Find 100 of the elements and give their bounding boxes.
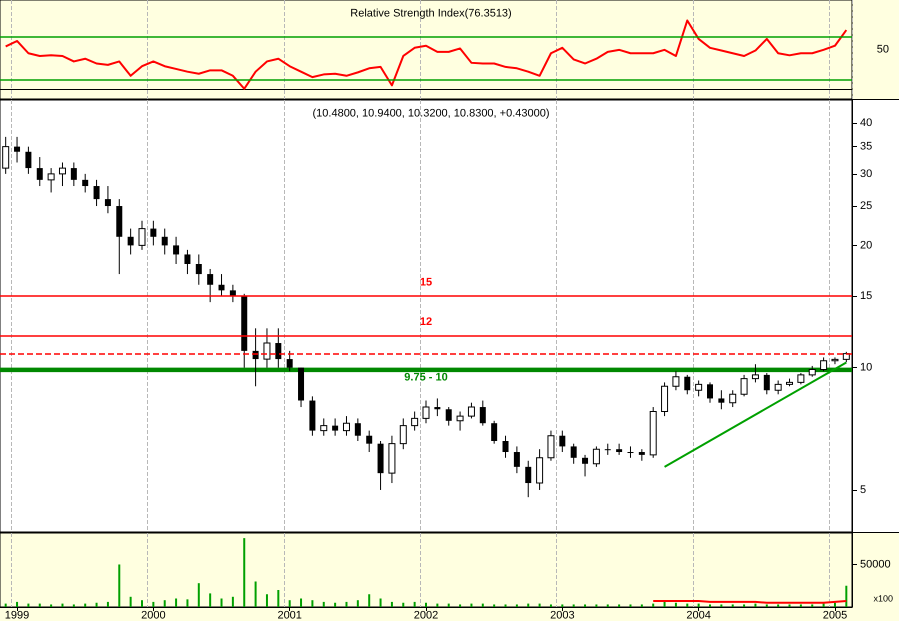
- bar: [414, 602, 416, 607]
- candlestick: [94, 179, 100, 207]
- bar: [425, 602, 427, 607]
- candlestick: [173, 236, 180, 264]
- bar: [640, 604, 643, 607]
- bar: [254, 581, 257, 607]
- bar: [390, 602, 393, 607]
- bar: [777, 604, 780, 607]
- bar: [754, 604, 756, 607]
- candlestick: [752, 364, 759, 383]
- bar: [106, 602, 109, 607]
- bar: [300, 598, 302, 607]
- candlestick: [740, 374, 748, 397]
- candlestick: [48, 168, 55, 193]
- x-tick-label: 2002: [414, 610, 438, 621]
- candlestick: [638, 448, 645, 462]
- candlestick: [480, 400, 486, 426]
- bar: [584, 604, 586, 607]
- candlestick: [491, 420, 498, 444]
- candlestick: [207, 268, 214, 303]
- candlestick: [196, 254, 202, 286]
- bar: [84, 604, 86, 607]
- bar: [220, 598, 223, 607]
- bar: [141, 600, 143, 607]
- candlestick: [411, 411, 418, 432]
- candlestick: [342, 416, 350, 436]
- bar: [504, 604, 507, 607]
- candlestick: [434, 398, 440, 417]
- candlestick: [468, 402, 475, 419]
- bar: [16, 602, 18, 607]
- ref-line-label: 12: [420, 316, 432, 328]
- bar: [209, 593, 212, 607]
- candlestick: [58, 162, 66, 187]
- y-tick-label: 15: [860, 290, 872, 302]
- bar: [732, 604, 734, 607]
- bar: [674, 602, 677, 607]
- bar: [698, 604, 700, 607]
- bar: [709, 604, 711, 607]
- bar: [595, 604, 598, 607]
- candlestick: [70, 162, 77, 187]
- candlestick: [672, 370, 680, 391]
- candlestick: [456, 411, 464, 432]
- bar: [61, 604, 64, 607]
- candlestick: [150, 220, 156, 246]
- bar: [459, 604, 462, 607]
- text: 50: [876, 44, 890, 56]
- x-tick-label: 2003: [550, 610, 575, 621]
- bar: [186, 599, 188, 607]
- bar: [118, 564, 120, 607]
- bar: [606, 604, 609, 607]
- x-tick-label: 2000: [141, 610, 166, 621]
- bar: [618, 604, 620, 607]
- candlestick: [547, 430, 554, 462]
- candlestick: [684, 374, 690, 395]
- bar: [766, 604, 768, 607]
- bar: [743, 604, 746, 607]
- band-label: 9.75 - 10: [404, 372, 448, 384]
- bar: [345, 602, 348, 607]
- candlestick: [695, 380, 702, 397]
- bar: [243, 538, 246, 607]
- bar: [322, 602, 325, 607]
- bar: [130, 596, 132, 607]
- candlestick: [627, 446, 634, 458]
- bar: [96, 602, 98, 607]
- y-tick-label: 10: [860, 362, 872, 374]
- bar: [572, 604, 575, 607]
- candlestick: [332, 418, 338, 436]
- candlestick: [582, 454, 588, 477]
- candlestick: [366, 430, 372, 453]
- bar: [152, 602, 154, 607]
- bar: [788, 604, 791, 607]
- candlestick: [162, 228, 168, 255]
- bar: [402, 602, 404, 607]
- candlestick: [446, 406, 452, 426]
- candlestick: [592, 446, 600, 468]
- bar: [436, 604, 438, 607]
- candlestick: [128, 228, 134, 255]
- candlestick: [729, 390, 736, 408]
- candlestick: [184, 249, 190, 275]
- y-tick-label: 25: [860, 200, 872, 212]
- candlestick: [82, 173, 88, 193]
- bar: [288, 600, 291, 607]
- bar: [538, 604, 541, 607]
- candlestick: [808, 365, 816, 378]
- candlestick: [820, 356, 828, 372]
- y-tick-label: 40: [860, 117, 872, 130]
- x-tick-label: 2001: [277, 610, 302, 621]
- bar: [266, 594, 268, 607]
- candlestick: [36, 156, 43, 187]
- text: (10.4800, 10.9400, 10.3200, 10.8300, +0.43000): [312, 108, 550, 120]
- bar: [72, 604, 75, 607]
- candlestick: [797, 372, 804, 385]
- candlestick: [422, 400, 430, 424]
- y-tick-label: 50000: [860, 558, 891, 570]
- bar: [198, 583, 200, 607]
- candlestick: [514, 446, 520, 474]
- bar: [470, 604, 472, 607]
- bar: [368, 594, 370, 607]
- bar: [493, 604, 496, 607]
- bar: [380, 598, 382, 607]
